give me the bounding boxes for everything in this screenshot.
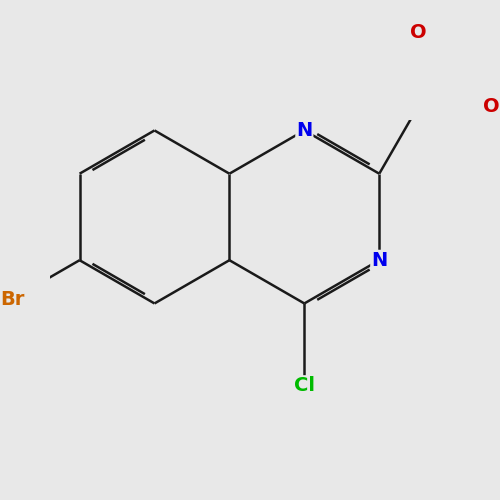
- Text: N: N: [371, 250, 388, 270]
- Text: N: N: [296, 121, 312, 140]
- Text: Cl: Cl: [294, 376, 315, 395]
- Text: O: O: [484, 97, 500, 116]
- Text: O: O: [410, 23, 426, 42]
- Text: Br: Br: [0, 290, 24, 308]
